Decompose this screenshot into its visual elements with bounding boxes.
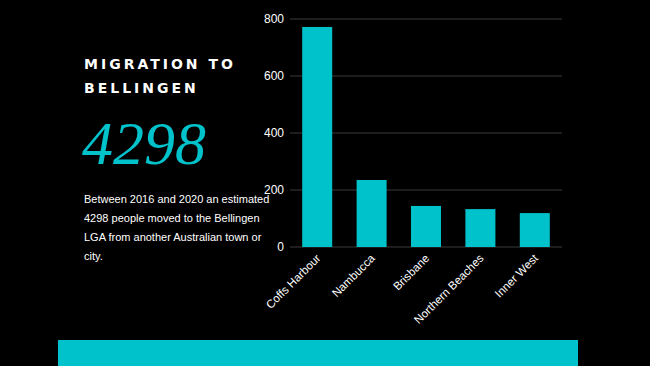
description: Between 2016 and 2020 an estimated 4298 …	[84, 190, 274, 266]
bar	[520, 213, 550, 247]
y-tick-label: 200	[264, 183, 284, 197]
x-tick-label: Inner West	[493, 251, 541, 299]
bar	[411, 206, 441, 247]
grid-line	[290, 19, 562, 20]
y-tick-label: 400	[264, 126, 284, 140]
highlight-number: 4298	[82, 108, 206, 178]
x-tick-label: Northern Beaches	[412, 252, 486, 326]
y-tick-label: 600	[264, 69, 284, 83]
stage: MIGRATION TO BELLINGEN 4298 Between 2016…	[0, 0, 650, 366]
x-tick-label: Coffs Harbour	[264, 252, 323, 311]
footer-band	[58, 340, 578, 366]
y-tick-label: 800	[264, 12, 284, 26]
bar	[465, 209, 495, 247]
bar	[302, 27, 332, 247]
y-tick-label: 0	[277, 240, 284, 254]
x-tick-label: Nambucca	[330, 252, 378, 300]
chart: 0 200 400 600 800 Coffs HarbourNambucca Brisba…	[0, 0, 650, 366]
title: MIGRATION TO BELLINGEN	[84, 52, 269, 100]
bar	[357, 180, 387, 247]
bars	[302, 27, 550, 247]
x-tick-label: Brisbane	[391, 252, 432, 293]
